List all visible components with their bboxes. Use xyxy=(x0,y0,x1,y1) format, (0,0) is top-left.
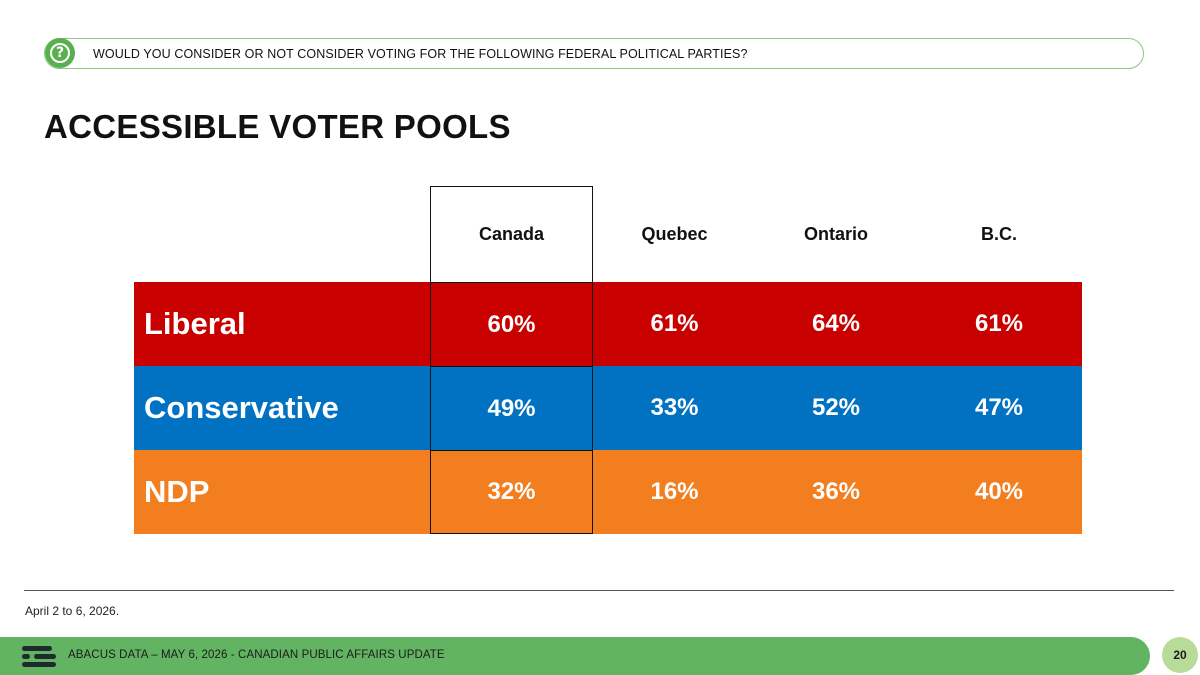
cell-ndp-quebec: 16% xyxy=(650,478,699,505)
cell-liberal-canada: 60% xyxy=(430,282,593,366)
page-title: ACCESSIBLE VOTER POOLS xyxy=(44,108,511,145)
row-label-conservative: Conservative xyxy=(144,390,339,425)
cell-conservative-canada: 49% xyxy=(430,366,593,450)
row-label-liberal: Liberal xyxy=(144,306,246,341)
table-row-conservative: Conservative 49% 33% 52% 47% xyxy=(134,366,1082,450)
cell-ndp-canada: 32% xyxy=(430,450,593,534)
row-label-ndp: NDP xyxy=(144,474,210,509)
cell-ndp-ontario: 36% xyxy=(811,478,861,505)
column-header-ontario: Ontario xyxy=(803,223,868,244)
page-number: 20 xyxy=(1162,637,1198,673)
cell-liberal-ontario: 64% xyxy=(811,310,861,337)
column-header-canada: Canada xyxy=(430,186,593,282)
cell-conservative-bc: 47% xyxy=(974,394,1024,421)
abacus-logo-icon xyxy=(22,646,60,668)
cell-conservative-quebec: 33% xyxy=(650,394,699,421)
footer-bar: ABACUS DATA – MAY 6, 2026 - CANADIAN PUB… xyxy=(0,637,1150,675)
cell-ndp-bc: 40% xyxy=(974,478,1024,505)
table-row-liberal: Liberal 60% 61% 64% 61% xyxy=(134,282,1082,366)
column-header-bc: B.C. xyxy=(981,223,1017,244)
question-text: WOULD YOU CONSIDER OR NOT CONSIDER VOTIN… xyxy=(93,47,748,61)
cell-liberal-quebec: 61% xyxy=(650,310,699,337)
cell-conservative-ontario: 52% xyxy=(811,394,861,421)
source-note: April 2 to 6, 2026. xyxy=(25,604,120,618)
table-row-ndp: NDP 32% 16% 36% 40% xyxy=(134,450,1082,534)
voter-pools-table: Canada Quebec Ontario B.C. Liberal 60% 6… xyxy=(134,186,1082,537)
footer-divider xyxy=(24,590,1174,591)
question-bar: ? WOULD YOU CONSIDER OR NOT CONSIDER VOT… xyxy=(44,38,1144,69)
question-mark-icon: ? xyxy=(45,38,75,68)
table-header-row: Canada Quebec Ontario B.C. xyxy=(134,186,1082,282)
cell-liberal-bc: 61% xyxy=(974,310,1024,337)
column-header-quebec: Quebec xyxy=(641,223,708,244)
footer-text: ABACUS DATA – MAY 6, 2026 - CANADIAN PUB… xyxy=(68,649,445,661)
